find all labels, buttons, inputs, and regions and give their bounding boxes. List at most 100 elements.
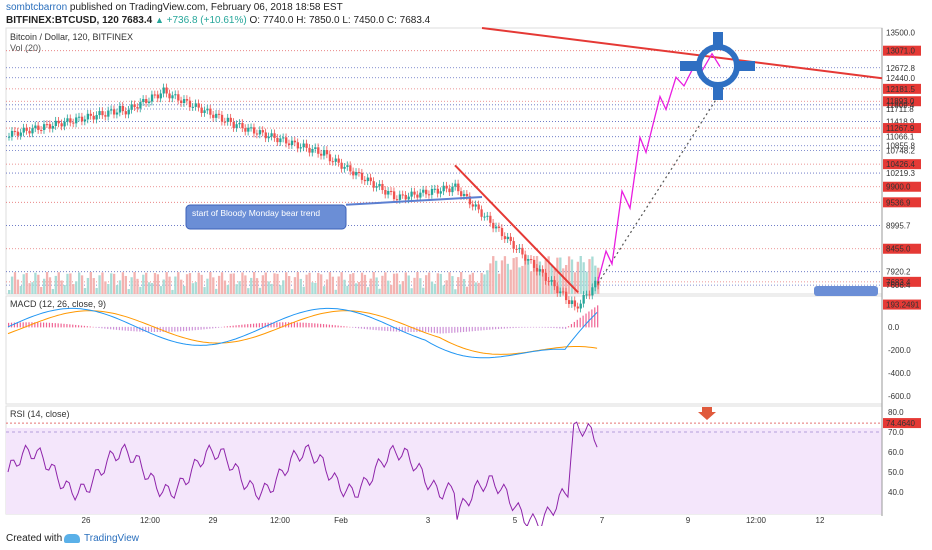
volume-bar (69, 273, 72, 294)
volume-bar (349, 274, 352, 294)
down-arrow-icon[interactable] (698, 407, 716, 420)
macd-histogram-bar (285, 322, 287, 328)
chart-title: Bitcoin / Dollar, 120, BITFINEX (10, 32, 133, 42)
candle-body (425, 189, 428, 195)
volume-bar (142, 274, 145, 294)
macd-histogram-bar (153, 326, 156, 332)
x-tick-label: 29 (209, 516, 218, 525)
macd-histogram-bar (182, 326, 185, 332)
candle-body (182, 99, 186, 103)
volume-bar (162, 279, 165, 294)
volume-bar (314, 282, 317, 294)
macd-histogram-bar (384, 326, 386, 331)
volume-bar (80, 275, 84, 294)
macd-value-label: 193.2491 (886, 301, 920, 310)
high-label: H: 7850.0 (296, 15, 340, 26)
candle-body (419, 192, 422, 198)
macd-histogram-bar (317, 323, 319, 328)
macd-histogram-bar (585, 313, 587, 328)
author-link[interactable]: sombtcbarron (6, 2, 68, 13)
candle-body (352, 171, 355, 176)
volume-bar (185, 274, 189, 294)
volume-bar (530, 271, 533, 294)
candle-body (392, 191, 396, 200)
volume-bar (387, 280, 390, 294)
macd-histogram-bar (360, 326, 363, 329)
candle-body (156, 94, 160, 99)
candle-body (363, 179, 367, 182)
volume-bar (404, 272, 407, 294)
macd-histogram-bar (48, 322, 51, 328)
volume-bar (34, 272, 37, 294)
macd-histogram-bar (287, 322, 290, 328)
y-tick-label: 11267.9 (886, 124, 915, 133)
macd-histogram-bar (530, 326, 532, 328)
y-tick-label: 12440.0 (886, 74, 915, 83)
macd-histogram-bar (352, 326, 354, 328)
macd-histogram-bar (223, 326, 226, 328)
macd-histogram-bar (334, 325, 336, 328)
candle-body (556, 286, 559, 294)
candle-body (287, 143, 291, 146)
candle-body (486, 215, 489, 217)
volume-bar (63, 284, 66, 294)
rsi-tick-label: 70.0 (888, 428, 904, 437)
volume-bar (410, 288, 413, 294)
macd-tick-label: 0.0 (888, 323, 900, 332)
macd-histogram-bar (527, 326, 529, 328)
volume-bar (13, 272, 17, 294)
volume-bar (477, 282, 480, 294)
candle-body (86, 113, 90, 120)
tradingview-brand[interactable]: TradingView (84, 533, 140, 544)
target-icon[interactable] (680, 32, 755, 100)
macd-histogram-bar (235, 325, 237, 328)
y-tick-label: 9900.0 (886, 183, 911, 192)
y-tick-label: 7920.2 (886, 268, 911, 277)
info-badge[interactable] (814, 286, 878, 296)
candle-body (460, 191, 463, 197)
volume-bar (585, 271, 588, 294)
candle-body (60, 123, 63, 127)
y-tick-label: 13500.0 (886, 28, 915, 37)
volume-bar (28, 283, 31, 294)
volume-bar (191, 283, 195, 294)
macd-histogram-bar (363, 326, 365, 329)
macd-histogram-bar (570, 324, 573, 328)
macd-histogram-bar (8, 322, 10, 328)
volume-bar (72, 284, 75, 294)
macd-histogram-bar (171, 326, 173, 332)
volume-bar (98, 275, 101, 294)
volume-bar (474, 282, 477, 294)
candle-body (250, 127, 253, 129)
volume-bar (398, 284, 402, 294)
volume-bar (209, 272, 212, 294)
volume-bar (305, 274, 308, 294)
y-tick-label: 10426.4 (886, 160, 915, 169)
candle-body (220, 114, 224, 122)
candle-body (317, 147, 320, 154)
volume-bar (8, 290, 11, 294)
volume-bar (500, 260, 504, 294)
macd-histogram-bar (107, 326, 109, 329)
candle-body (296, 142, 300, 149)
candle-body (404, 194, 407, 200)
annotation-box[interactable] (185, 204, 347, 230)
macd-histogram-bar (442, 326, 444, 334)
volume-bar (165, 272, 168, 294)
candle-body (130, 104, 133, 110)
x-tick-label: 12 (816, 516, 825, 525)
candle-body (171, 95, 174, 99)
candle-body (433, 188, 437, 190)
volume-bar (337, 276, 340, 294)
candle-body (191, 106, 195, 108)
volume-bar (10, 276, 14, 294)
candle-body (462, 193, 466, 197)
candle-body (477, 204, 480, 210)
macd-histogram-bar (250, 323, 252, 328)
candle-body (285, 137, 288, 144)
volume-bar (37, 274, 40, 294)
macd-histogram-bar (474, 326, 476, 332)
candle-body (19, 132, 22, 136)
candle-body (159, 93, 162, 99)
